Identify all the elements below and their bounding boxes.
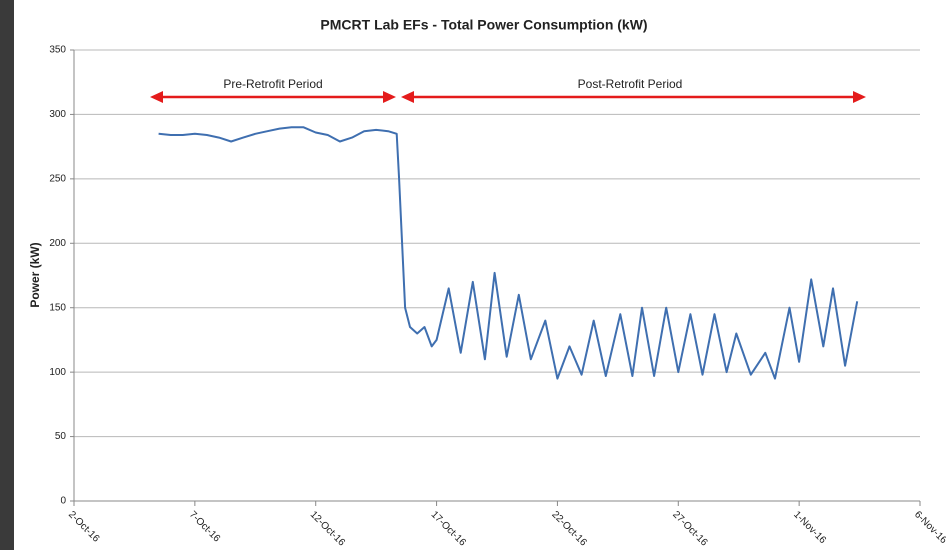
y-tick-label: 250 (49, 173, 66, 184)
y-tick-label: 300 (49, 109, 66, 120)
annotation: Pre-Retrofit Period (223, 77, 322, 91)
y-tick-label: 150 (49, 302, 66, 313)
post-arrow (401, 91, 866, 103)
data-line (158, 126, 859, 380)
y-tick-label: 350 (49, 45, 66, 56)
y-tick-label: 200 (49, 238, 66, 249)
annotation: Post-Retrofit Period (578, 77, 683, 91)
y-axis-label: Power (kW) (28, 242, 42, 307)
y-tick-label: 100 (49, 367, 66, 378)
pre-arrow (150, 91, 396, 103)
chart-title: PMCRT Lab EFs - Total Power Consumption … (320, 17, 647, 33)
chart-panel (14, 0, 946, 550)
y-tick-label: 0 (60, 496, 66, 507)
y-tick-label: 50 (55, 431, 67, 442)
